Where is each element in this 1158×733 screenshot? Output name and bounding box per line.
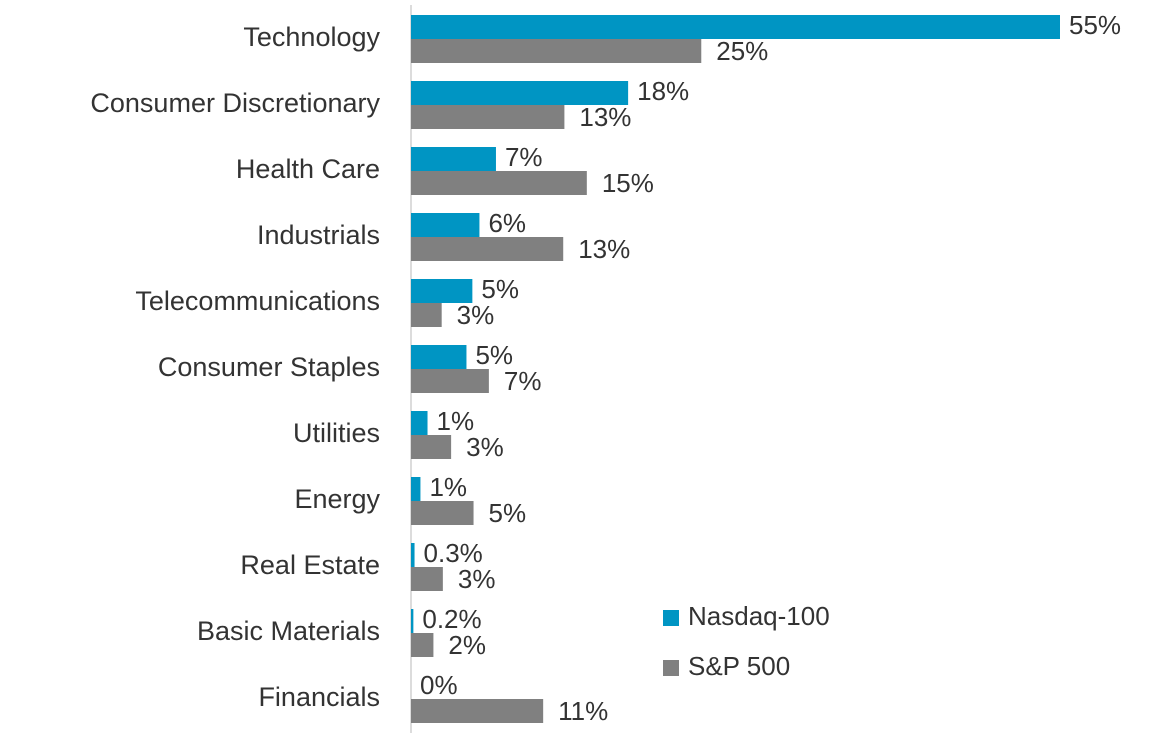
bar — [411, 39, 702, 63]
bar — [411, 171, 587, 195]
value-label: 5% — [475, 340, 513, 370]
value-label: 1% — [429, 472, 467, 502]
bar — [411, 567, 443, 591]
category-label: Utilities — [293, 418, 380, 448]
category-label: Health Care — [236, 154, 380, 184]
value-label: 13% — [579, 102, 631, 132]
value-label: 2% — [448, 630, 486, 660]
value-label: 55% — [1069, 10, 1121, 40]
value-label: 15% — [602, 168, 654, 198]
bar — [411, 699, 544, 723]
category-label: Consumer Discretionary — [90, 88, 380, 118]
value-label: 13% — [578, 234, 630, 264]
value-label: 0% — [420, 670, 458, 700]
bar — [411, 543, 415, 567]
bar — [411, 213, 480, 237]
value-label: 3% — [457, 300, 495, 330]
bar — [411, 609, 414, 633]
value-label: 0.3% — [424, 538, 483, 568]
value-label: 1% — [437, 406, 475, 436]
legend-swatch — [663, 610, 679, 626]
bar — [411, 411, 428, 435]
bar — [411, 633, 434, 657]
category-label: Consumer Staples — [158, 352, 380, 382]
value-label: 25% — [716, 36, 768, 66]
bar — [411, 435, 452, 459]
value-label: 11% — [558, 696, 608, 726]
bar — [411, 81, 629, 105]
bar — [411, 105, 565, 129]
value-label: 7% — [504, 366, 542, 396]
value-label: 6% — [488, 208, 526, 238]
legend-label: Nasdaq-100 — [688, 601, 830, 631]
bar — [411, 345, 467, 369]
legend-label: S&P 500 — [688, 651, 790, 681]
category-label: Financials — [258, 682, 380, 712]
bar — [411, 501, 474, 525]
category-label: Energy — [294, 484, 380, 514]
value-label: 0.2% — [422, 604, 481, 634]
category-label: Telecommunications — [135, 286, 380, 316]
legend-swatch — [663, 660, 679, 676]
category-label: Industrials — [257, 220, 380, 250]
bar — [411, 279, 473, 303]
bar — [411, 303, 442, 327]
category-label: Real Estate — [240, 550, 380, 580]
category-label: Basic Materials — [197, 616, 380, 646]
bar — [411, 15, 1060, 39]
value-label: 3% — [458, 564, 496, 594]
value-label: 18% — [637, 76, 689, 106]
value-label: 5% — [489, 498, 527, 528]
bar — [411, 477, 421, 501]
bar — [411, 147, 496, 171]
bar — [411, 369, 489, 393]
bar — [411, 237, 564, 261]
value-label: 3% — [466, 432, 504, 462]
value-label: 5% — [481, 274, 519, 304]
value-label: 7% — [505, 142, 543, 172]
category-label: Technology — [243, 22, 380, 52]
